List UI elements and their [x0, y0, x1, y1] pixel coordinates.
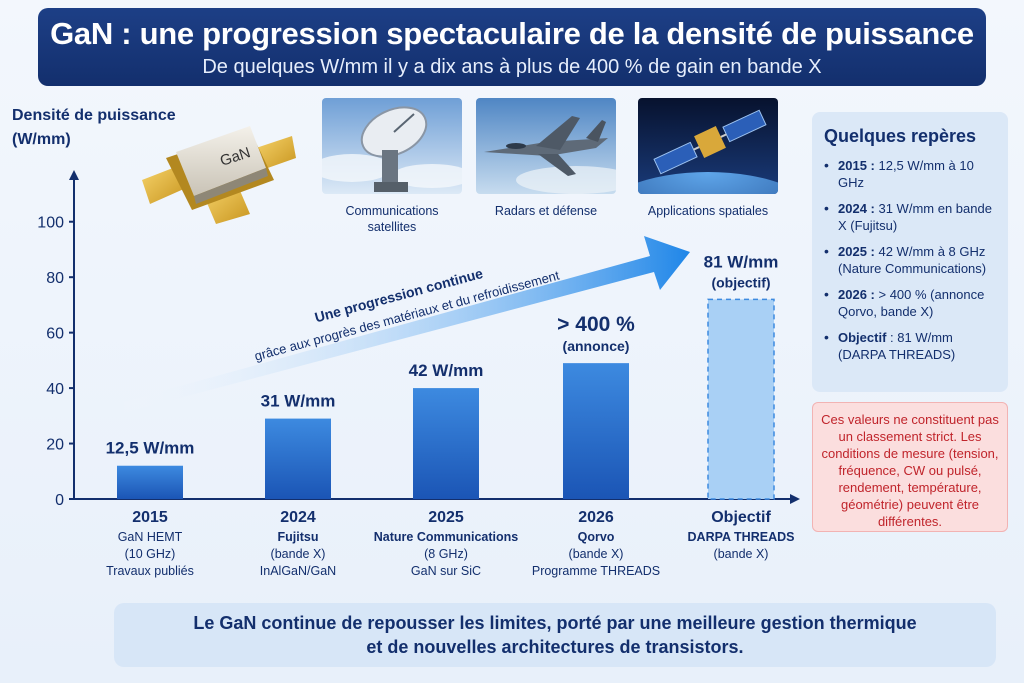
x-category-detail: Programme THREADS [532, 564, 660, 578]
annotation-line2: grâce aux progrès des matériaux et du re… [253, 268, 562, 364]
bar-value-label: (annonce) [563, 338, 630, 354]
photo-satellite-dish [322, 98, 462, 194]
key-milestones-panel: Quelques repères 2015 : 12,5 W/mm à 10 G… [812, 112, 1008, 392]
key-milestones-title: Quelques repères [824, 126, 977, 146]
y-tick-label: 100 [37, 215, 64, 232]
footer-line1: Le GaN continue de repousser les limites… [193, 613, 917, 633]
x-category-label: 2015 [132, 509, 168, 526]
satellite-dish-icon [322, 98, 462, 194]
photo-caption-1-line1: Communications [345, 204, 439, 218]
bar-value-label: (objectif) [711, 274, 770, 290]
x-category-detail: Nature Communications [374, 530, 519, 544]
fighter-jet-icon [476, 98, 616, 194]
bar [413, 388, 479, 499]
photo-caption-2: Radars et défense [476, 203, 616, 219]
bar [117, 465, 183, 499]
bar-value-label: 12,5 W/mm [106, 439, 195, 458]
x-category-label: Objectif [711, 509, 771, 526]
milestone-key: Objectif [838, 330, 887, 345]
y-tick-label: 20 [46, 437, 64, 454]
milestone-key: 2026 : [838, 287, 875, 302]
x-category-detail: (10 GHz) [125, 547, 176, 561]
bar-value-label: 42 W/mm [409, 361, 484, 380]
x-category-label: 2024 [280, 509, 316, 526]
warning-note: Ces valeurs ne constituent pas un classe… [812, 402, 1008, 532]
milestone-item: 2026 : > 400 % (annonce Qorvo, bande X) [824, 286, 998, 320]
milestone-text: : 81 W/mm (DARPA THREADS) [838, 330, 956, 362]
x-category-detail: (bande X) [271, 547, 326, 561]
milestone-item: 2025 : 42 W/mm à 8 GHz (Nature Communica… [824, 243, 998, 277]
y-axis-label: Densité de puissance (W/mm) [12, 104, 176, 152]
milestone-item: 2024 : 31 W/mm en bande X (Fujitsu) [824, 200, 998, 234]
y-tick-label: 40 [46, 381, 64, 398]
bar-value-label: 31 W/mm [261, 392, 336, 411]
x-category-detail: GaN sur SiC [411, 564, 481, 578]
photo-caption-1-line2: satellites [367, 220, 417, 234]
key-milestones-list: 2015 : 12,5 W/mm à 10 GHz 2024 : 31 W/mm … [824, 157, 998, 363]
bar [563, 363, 629, 499]
bar-value-label: 81 W/mm [704, 252, 779, 271]
milestone-text: 12,5 W/mm à 10 GHz [838, 158, 974, 190]
x-category-detail: (8 GHz) [424, 547, 468, 561]
footer-line2: et de nouvelles architectures de transis… [366, 637, 744, 657]
x-category-detail: Fujitsu [278, 530, 319, 544]
milestone-text: > 400 % (annonce Qorvo, bande X) [838, 287, 985, 319]
header-banner: GaN : une progression spectaculaire de l… [38, 8, 986, 86]
gan-chip-icon: GaN [142, 126, 296, 224]
milestone-text: 42 W/mm à 8 GHz (Nature Communications) [838, 244, 987, 276]
page-title: GaN : une progression spectaculaire de l… [50, 16, 974, 51]
y-tick-label: 80 [46, 270, 64, 287]
footer-banner: Le GaN continue de repousser les limites… [114, 603, 996, 667]
x-category-detail: DARPA THREADS [688, 530, 795, 544]
progress-arrow [108, 236, 690, 416]
x-category-label: 2025 [428, 509, 464, 526]
y-axis-label-line1: Densité de puissance [12, 107, 176, 124]
x-axis-arrow [790, 494, 800, 504]
photo-fighter-jet [476, 98, 616, 194]
x-category-detail: (bande X) [714, 547, 769, 561]
x-category-label: 2026 [578, 509, 614, 526]
milestone-text: 31 W/mm en bande X (Fujitsu) [838, 201, 992, 233]
x-category-detail: Travaux publiés [106, 564, 194, 578]
satellite-icon [638, 98, 778, 194]
bar-target [707, 298, 775, 500]
x-category-detail: (bande X) [569, 547, 624, 561]
y-tick-label: 60 [46, 326, 64, 343]
y-axis-arrow [69, 170, 79, 180]
photo-caption-2-line1: Radars et défense [494, 204, 598, 218]
milestone-item: Objectif : 81 W/mm (DARPA THREADS) [824, 329, 998, 363]
x-category-detail: InAlGaN/GaN [260, 564, 336, 578]
milestone-item: 2015 : 12,5 W/mm à 10 GHz [824, 157, 998, 191]
milestone-key: 2015 : [838, 158, 875, 173]
photo-caption-1: Communications satellites [322, 203, 462, 235]
bar-value-label: > 400 % [557, 313, 635, 336]
y-axis-label-line2: (W/mm) [12, 131, 71, 148]
bar [265, 418, 331, 499]
milestone-key: 2024 : [838, 201, 875, 216]
x-category-detail: Qorvo [578, 530, 615, 544]
x-category-detail: GaN HEMT [118, 530, 183, 544]
milestone-key: 2025 : [838, 244, 875, 259]
photo-satellite [638, 98, 778, 194]
page-subtitle: De quelques W/mm il y a dix ans à plus d… [202, 56, 822, 78]
photo-caption-3: Applications spatiales [630, 203, 786, 219]
y-tick-label: 0 [55, 492, 64, 509]
photo-caption-3-line1: Applications spatiales [647, 204, 769, 218]
